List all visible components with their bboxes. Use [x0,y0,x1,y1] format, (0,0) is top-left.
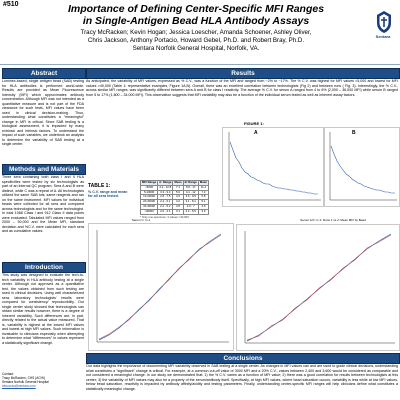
table1-note-line-1: % C.V. range and mean [88,190,128,194]
figure2-plot [96,230,229,343]
figure1-panel-a [222,127,324,207]
affiliation: Sentara Norfolk General Hospital, Norfol… [132,45,260,52]
figure2-left-title: Serum C: C-1 [131,218,151,222]
conclusions-text: Our data highlights the importance of do… [86,364,398,391]
contact-email-link[interactable]: tdmccrac@sentara.com [2,384,36,388]
table1: MFI Range A: Range Mean B: Range Mean <5… [139,180,210,215]
authors-block: Tracy McRacken; Kevin Hogan; Jessica Loe… [24,29,368,53]
table-cell: 3.9 [197,208,210,215]
figure1-label: FIGURE 1: [244,121,264,126]
introduction-heading: Introduction [2,262,86,273]
results-text: As anticipated, the variability of MFI v… [86,79,398,97]
poster-title: Importance of Defining Center-Specific M… [24,3,368,27]
figure3-plot [244,231,395,344]
authors-line-1: Tracy McRacken; Kevin Hogan; Jessica Loe… [80,29,312,36]
figure1b-plot [329,132,397,201]
table-cell: 2.0 - 4.1 [157,208,174,215]
abstract-text: Luminex-based, single antigen bead (SAB)… [2,79,84,146]
abstract-heading: Abstract [2,68,86,79]
title-line-1: Importance of Defining Center-Specific M… [67,3,325,15]
table-cell: 3.1 [172,208,184,215]
figure3-panel [236,224,400,351]
table-cell: >40000 [139,208,159,215]
table1-title: TABLE 1: [88,183,111,189]
contact-label: Contact: [2,372,14,376]
title-line-2: in Single-Antigen Bead HLA Antibody Assa… [82,15,310,27]
header-divider [0,64,400,65]
poster-number: #510 [3,1,19,8]
figure2-panel [88,223,234,351]
table1-note-line-2: for all sera tested. [88,194,119,199]
figure1-panel-a-label: A [254,130,258,136]
table-row: 5-10000 3.3 - 9.4 5.6 4.1 - 12 7.3 [139,189,210,196]
logo-text: Sentara [375,34,391,39]
introduction-text: This study was designed to evaluate the … [2,273,84,345]
contact-block: Contact: Tracy McRacken, CHS (ACHI) Sent… [2,372,84,388]
sentara-logo-icon [377,11,391,33]
methods-text: Three sera containing both class I and I… [2,175,84,233]
table1-note: % C.V. range and mean for all sera teste… [88,190,138,198]
methods-heading: Methods and Materials [2,164,86,175]
figure2-right-title: Serum A/C: C-1: Runs 1 vs 2: Mean MFI by… [300,218,366,222]
contact-org: Sentara Norfolk General Hospital [2,380,49,384]
table1-footnote: * Only one specimen; 4 values >30,000 [140,214,189,219]
figure1-panel-b [324,127,400,207]
table1-container: MFI Range A: Range Mean B: Range Mean <5… [139,180,220,219]
results-heading: Results [86,68,400,79]
conclusions-heading: Conclusions [86,353,400,364]
figure1-panel-b-label: B [352,130,356,136]
table-cell: 2.4 - 5.5 [182,208,199,215]
contact-name: Tracy McRacken, CHS (ACHI) [2,376,45,380]
figure1a-plot [228,132,321,201]
authors-line-2: Chris Jackson, Anthony Portacio, Howard … [87,37,305,44]
table-row: >40000 2.0 - 4.1 3.1 2.4 - 5.5 3.9 [139,208,210,215]
